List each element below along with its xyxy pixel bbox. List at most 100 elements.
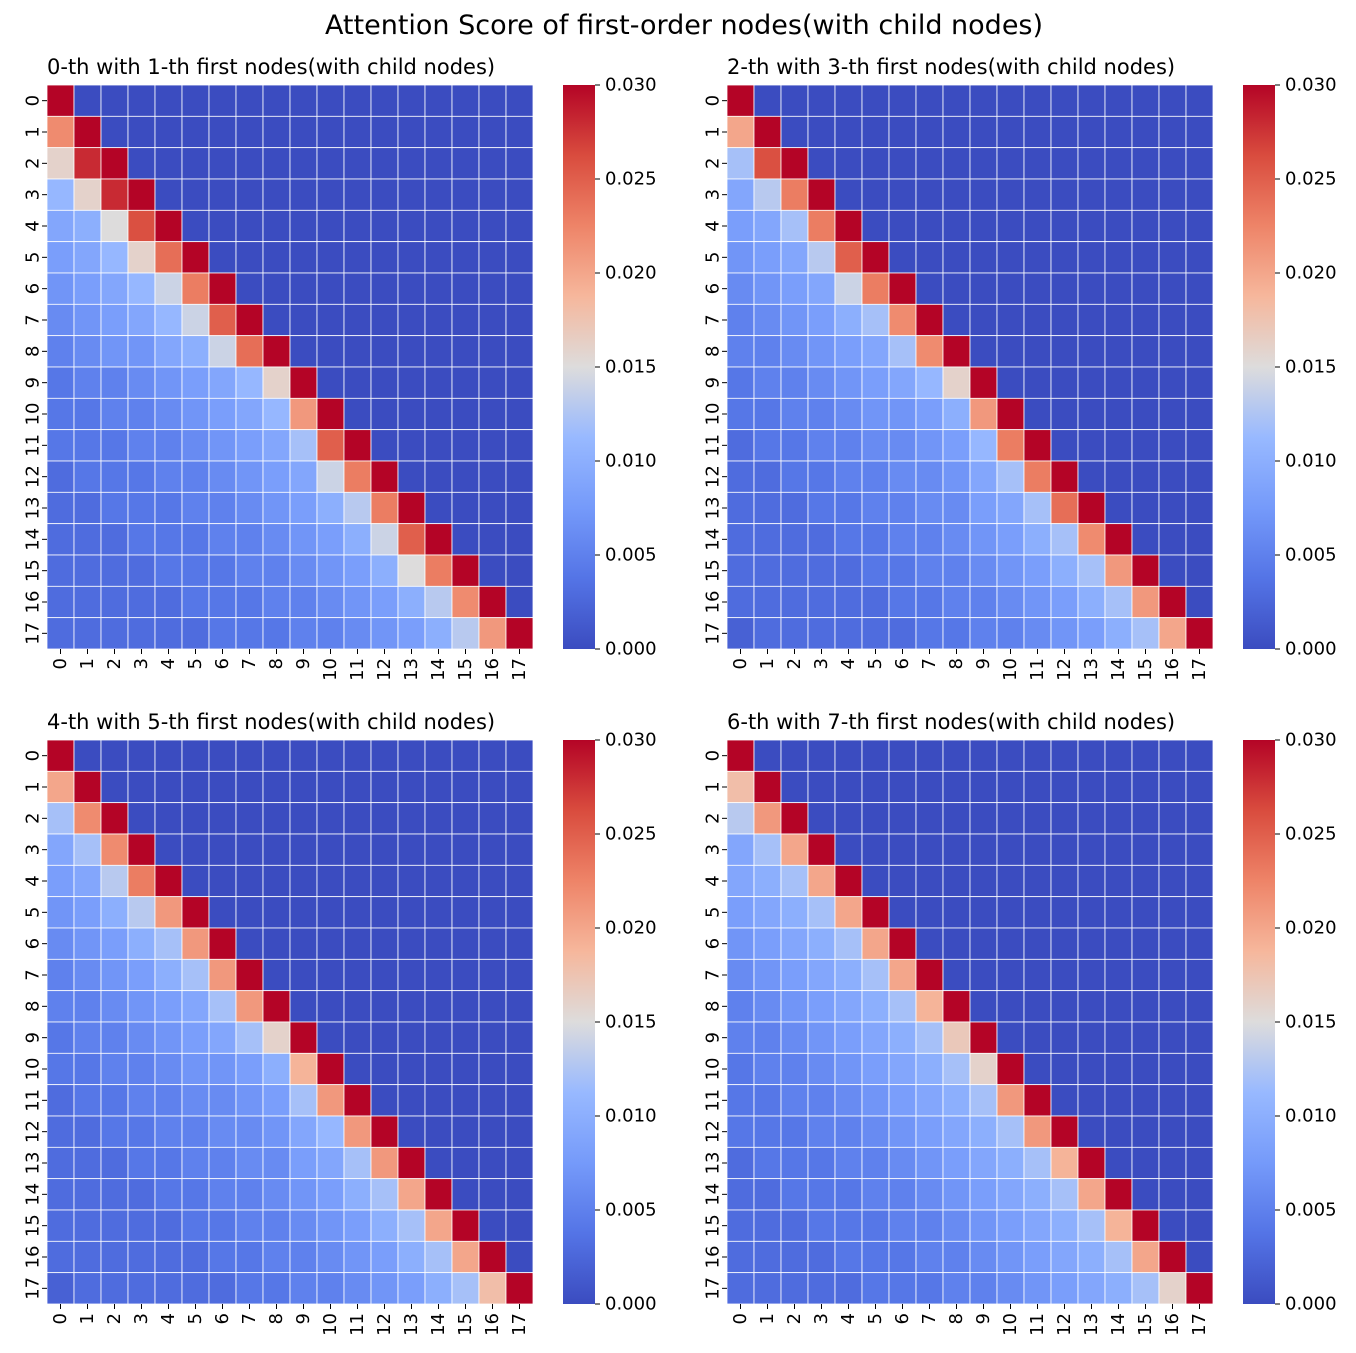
heatmap-cell <box>1131 147 1160 180</box>
heatmap-cell <box>235 178 264 211</box>
heatmap-cell <box>370 1084 399 1117</box>
heatmap-cell <box>1077 1021 1106 1054</box>
heatmap-cell <box>942 335 971 368</box>
heatmap-cell <box>154 366 183 399</box>
heatmap-cell <box>262 1209 291 1242</box>
heatmap-cell <box>451 1084 480 1117</box>
colorbar-tick-label: 0.000 <box>1285 639 1337 660</box>
heatmap-cell <box>316 335 345 368</box>
heatmap-cell <box>1158 178 1187 211</box>
heatmap-cell <box>834 1052 863 1086</box>
heatmap-cell <box>154 739 183 772</box>
heatmap-cell <box>208 1115 237 1148</box>
heatmap-cell <box>316 617 345 650</box>
heatmap-cell <box>834 523 863 556</box>
heatmap-cell <box>726 990 755 1023</box>
heatmap-cell <box>915 1115 944 1148</box>
heatmap-cell <box>834 958 863 992</box>
heatmap-cell <box>942 990 971 1023</box>
heatmap-cell <box>861 896 890 929</box>
heatmap-cell <box>861 554 890 587</box>
heatmap-cell <box>262 1084 291 1117</box>
heatmap-cell <box>451 554 480 587</box>
heatmap-cell <box>478 958 507 992</box>
heatmap-cell <box>834 115 863 149</box>
heatmap-cell <box>208 833 237 866</box>
heatmap-cell <box>397 523 426 556</box>
heatmap-cell <box>888 303 917 337</box>
heatmap-cell <box>316 397 345 431</box>
heatmap-cell <box>478 147 507 180</box>
heatmap-cell <box>780 1084 809 1117</box>
heatmap-cell <box>888 272 917 305</box>
heatmap-cell <box>780 1052 809 1086</box>
heatmap-cell <box>807 366 836 399</box>
heatmap-cell <box>726 272 755 305</box>
heatmap-cell <box>1023 147 1052 180</box>
x-tick-label: 6 <box>212 658 233 669</box>
heatmap-cell <box>316 1084 345 1117</box>
heatmap-cell <box>861 1146 890 1180</box>
heatmap-cell <box>181 460 210 493</box>
heatmap-cell <box>1023 739 1052 772</box>
heatmap-cell <box>753 896 782 929</box>
heatmap-cell <box>316 1240 345 1274</box>
heatmap-cell <box>1104 1209 1133 1242</box>
heatmap-cell <box>316 209 345 243</box>
heatmap-cell <box>834 397 863 431</box>
heatmap-cell <box>343 1052 372 1086</box>
heatmap-cell <box>154 896 183 929</box>
heatmap-cell <box>753 1146 782 1180</box>
heatmap-cell <box>424 147 453 180</box>
x-tick-label: 17 <box>509 658 530 681</box>
heatmap-cell <box>208 1084 237 1117</box>
heatmap-cell <box>1104 303 1133 337</box>
heatmap-cell <box>505 147 534 180</box>
x-tick-label: 4 <box>158 658 179 669</box>
heatmap-cell <box>73 990 102 1023</box>
heatmap-cell <box>834 84 863 117</box>
heatmap-cell <box>915 397 944 431</box>
heatmap-cell <box>451 770 480 804</box>
heatmap-cell <box>1104 927 1133 960</box>
heatmap-cell <box>834 1240 863 1274</box>
colorbar-tick-label: 0.030 <box>605 75 657 96</box>
heatmap-cell <box>505 115 534 149</box>
heatmap-cell <box>834 739 863 772</box>
heatmap-cell <box>235 1178 264 1211</box>
heatmap-cell <box>969 1178 998 1211</box>
heatmap-cell <box>1158 147 1187 180</box>
heatmap-cell <box>343 335 372 368</box>
heatmap-cell <box>127 460 156 493</box>
heatmap-cell <box>780 617 809 650</box>
heatmap-cell <box>1158 84 1187 117</box>
heatmap-cell <box>73 1084 102 1117</box>
heatmap-cell <box>1023 397 1052 431</box>
y-tick-label: 3 <box>23 844 44 855</box>
heatmap-cell <box>1023 990 1052 1023</box>
heatmap-cell <box>888 84 917 117</box>
heatmap-cell <box>726 1272 755 1305</box>
heatmap-cell <box>1104 241 1133 274</box>
heatmap-cell <box>73 927 102 960</box>
heatmap-cell <box>451 990 480 1023</box>
heatmap-cell <box>807 209 836 243</box>
heatmap-cell <box>1158 460 1187 493</box>
heatmap-cell <box>343 491 372 525</box>
y-tick-label: 15 <box>703 559 724 582</box>
heatmap-cell <box>915 1209 944 1242</box>
heatmap-cell <box>1077 491 1106 525</box>
heatmap-cell <box>127 1209 156 1242</box>
heatmap-cell <box>1185 1052 1214 1086</box>
heatmap-panel: 4-th with 5-th first nodes(with child no… <box>23 710 657 1336</box>
heatmap-cell <box>451 523 480 556</box>
heatmap-cell <box>726 864 755 898</box>
heatmap-cell <box>370 397 399 431</box>
heatmap-cell <box>181 1052 210 1086</box>
heatmap-cell <box>262 429 291 462</box>
heatmap-cell <box>1023 1178 1052 1211</box>
heatmap-cell <box>208 147 237 180</box>
heatmap-cell <box>235 1084 264 1117</box>
heatmap-cell <box>316 460 345 493</box>
heatmap-cell <box>73 429 102 462</box>
